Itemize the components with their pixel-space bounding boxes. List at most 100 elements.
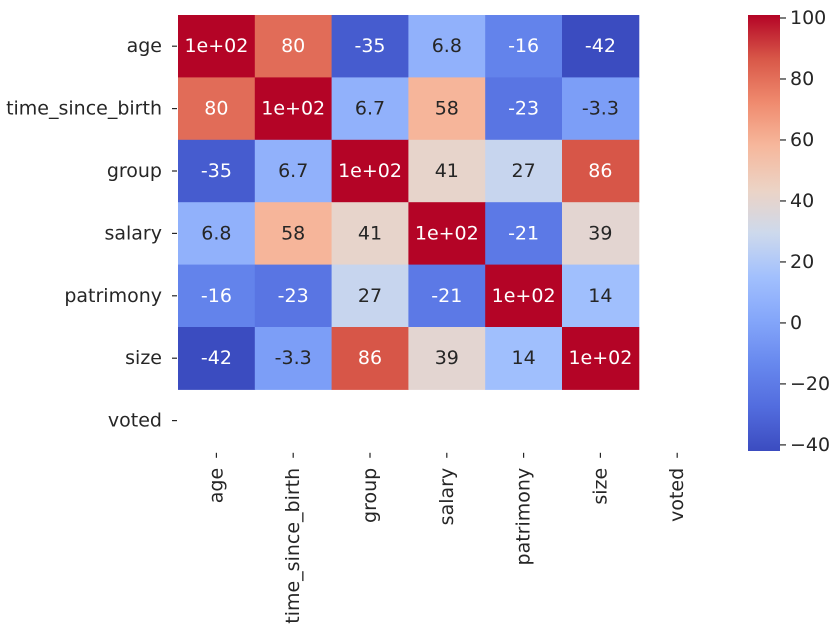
- heatmap-cell: [562, 202, 640, 266]
- cell-annotation: -21: [508, 222, 539, 244]
- colorbar: 100 80 60 40 20 0 −20 −40: [748, 7, 830, 456]
- heatmap-cell: [331, 202, 409, 266]
- cell-annotation: 14: [512, 347, 536, 369]
- cell-annotation: 6.8: [432, 35, 462, 57]
- heatmap-cell: [562, 139, 640, 203]
- colorbar-tick-label: 80: [790, 68, 814, 90]
- cell-annotation: 58: [281, 222, 305, 244]
- cell-annotation: 41: [435, 160, 459, 182]
- cell-annotation: -21: [431, 285, 462, 307]
- cell-annotation: -42: [585, 35, 616, 57]
- heatmap-cell: [254, 77, 333, 141]
- heatmap-cell: [408, 202, 486, 266]
- cell-annotation: -3.3: [275, 347, 312, 369]
- heatmap-cell: [331, 327, 409, 390]
- cell-annotation: 1e+02: [415, 222, 479, 244]
- heatmap-cell: [485, 15, 563, 78]
- cell-annotation: 1e+02: [338, 160, 402, 182]
- heatmap-cell: [178, 327, 256, 390]
- cell-annotation: -35: [201, 160, 232, 182]
- cell-annotation: 86: [588, 160, 612, 182]
- cell-annotation: 80: [281, 35, 305, 57]
- cell-annotation: 1e+02: [568, 347, 632, 369]
- cell-annotation: -16: [201, 285, 232, 307]
- heatmap-cell: [485, 327, 563, 390]
- heatmap-cell: [178, 264, 256, 328]
- colorbar-tick-label: 100: [790, 7, 826, 29]
- y-tick-label: time_since_birth: [6, 98, 162, 120]
- cell-annotation: 6.8: [201, 222, 231, 244]
- cell-annotation: 58: [435, 98, 459, 120]
- heatmap-cell: [408, 139, 486, 203]
- colorbar-tick-label: 40: [790, 190, 814, 212]
- cell-annotation: 1e+02: [261, 98, 325, 120]
- heatmap-cell: [254, 139, 333, 203]
- cell-annotation: 1e+02: [492, 285, 556, 307]
- heatmap-cell: [485, 202, 563, 266]
- x-tick-label: time_since_birth: [282, 468, 304, 624]
- x-tick-label: age: [205, 468, 227, 503]
- x-tick-label: group: [359, 468, 381, 523]
- heatmap-cell: [254, 264, 333, 328]
- cell-annotation: 1e+02: [184, 35, 248, 57]
- heatmap-cell: [178, 77, 256, 141]
- heatmap-cell: [331, 139, 409, 203]
- cell-annotation: 27: [512, 160, 536, 182]
- heatmap-cell: [485, 139, 563, 203]
- heatmap-cell: [562, 77, 640, 141]
- colorbar-gradient: [748, 15, 780, 451]
- heatmap-cell: [254, 327, 333, 390]
- heatmap-cell: [178, 15, 256, 78]
- cell-annotation: 39: [435, 347, 459, 369]
- cell-annotation: -42: [201, 347, 232, 369]
- heatmap-cell: [408, 264, 486, 328]
- heatmap-cell: [485, 77, 563, 141]
- x-tick-label: salary: [436, 468, 458, 526]
- y-tick-label: salary: [104, 222, 162, 244]
- heatmap-cell: [562, 264, 640, 328]
- x-tick-label: voted: [666, 468, 688, 522]
- y-tick-label: group: [107, 160, 162, 182]
- heatmap-cell: [408, 15, 486, 78]
- cell-annotation: 80: [204, 98, 228, 120]
- y-tick-label: size: [125, 347, 162, 369]
- cell-annotation: -23: [508, 98, 539, 120]
- cell-annotation: 41: [358, 222, 382, 244]
- heatmap-cell: [408, 327, 486, 390]
- colorbar-tick-label: 60: [790, 129, 814, 151]
- heatmap-cells: 1e+02 80 -35 6.8 -16 -42 80 1e+02 6.7 58 -23 -3.3 -3…: [178, 15, 640, 390]
- cell-annotation: 27: [358, 285, 382, 307]
- x-tick-label: size: [589, 468, 611, 505]
- heatmap-cell: [408, 77, 486, 141]
- heatmap-cell: [331, 77, 409, 141]
- heatmap-cell: [254, 202, 333, 266]
- heatmap-cell: [485, 264, 563, 328]
- cell-annotation: -3.3: [582, 98, 619, 120]
- cell-annotation: 14: [588, 285, 612, 307]
- colorbar-tick-label: −20: [790, 373, 830, 395]
- heatmap-cell: [331, 264, 409, 328]
- cell-annotation: 6.7: [278, 160, 308, 182]
- cell-annotation: -16: [508, 35, 539, 57]
- cell-annotation: 39: [588, 222, 612, 244]
- x-tick-label: patrimony: [513, 468, 535, 566]
- y-tick-label: age: [127, 35, 162, 57]
- y-tick-label: voted: [108, 410, 162, 432]
- colorbar-tick-label: 20: [790, 251, 814, 273]
- heatmap-cell: [254, 15, 333, 78]
- cell-annotation: -35: [354, 35, 385, 57]
- heatmap-cell: [562, 15, 640, 78]
- cell-annotation: 6.7: [355, 98, 385, 120]
- cell-annotation: -23: [278, 285, 309, 307]
- heatmap-cell: [331, 15, 409, 78]
- heatmap-cell: [178, 202, 256, 266]
- cell-annotation: 86: [358, 347, 382, 369]
- heatmap-cell: [178, 139, 256, 203]
- heatmap-cell: [562, 327, 640, 390]
- y-tick-label: patrimony: [64, 285, 162, 307]
- colorbar-tick-label: 0: [790, 312, 802, 334]
- colorbar-tick-label: −40: [790, 434, 830, 456]
- x-axis: age time_since_birth group salary patrimony s…: [205, 452, 688, 624]
